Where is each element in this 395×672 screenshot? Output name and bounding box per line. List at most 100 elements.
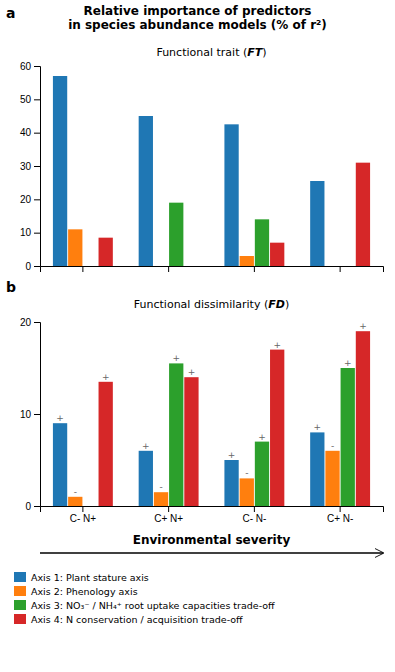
bar-annotation: - xyxy=(245,468,248,478)
bar xyxy=(341,266,355,267)
bar xyxy=(270,350,284,506)
tick-mark xyxy=(34,99,40,100)
panel-title: Functional trait (FT) xyxy=(156,46,266,59)
legend-item: Axis 4: N conservation / acquisition tra… xyxy=(14,614,243,625)
x-tick xyxy=(340,266,341,272)
bar xyxy=(325,451,339,506)
bar-annotation: + xyxy=(102,372,110,382)
bar xyxy=(68,229,82,266)
bar-annotation: - xyxy=(74,487,77,497)
bar xyxy=(169,203,183,266)
x-tick xyxy=(82,266,83,272)
tick-mark xyxy=(34,506,40,507)
tick-mark xyxy=(34,266,40,267)
bar-annotation: + xyxy=(273,340,281,350)
bar-annotation: + xyxy=(258,432,266,442)
bar xyxy=(154,492,168,506)
bar xyxy=(53,76,67,266)
tick-mark xyxy=(254,506,255,512)
chart-title: Relative importance of predictors xyxy=(84,4,312,18)
tick-mark xyxy=(82,266,83,272)
tick-label: 60 xyxy=(20,61,32,72)
bar xyxy=(240,478,254,506)
bar-annotation: - xyxy=(331,441,334,451)
legend-swatch xyxy=(14,572,26,582)
bar xyxy=(310,432,324,506)
y-tick: 60 xyxy=(20,61,40,72)
x-tick xyxy=(168,266,169,272)
tick-mark xyxy=(34,66,40,67)
x-axis: C- N+C+ N+C- N-C+ N- xyxy=(41,506,384,524)
legend: Axis 1: Plant stature axis Axis 2: Phenol… xyxy=(14,572,275,625)
axis-line xyxy=(34,323,41,507)
legend-item: Axis 2: Phenology axis xyxy=(14,586,138,597)
panel-title: Functional dissimilarity (FD) xyxy=(134,298,289,311)
bar xyxy=(83,266,97,267)
y-tick: 40 xyxy=(20,127,40,138)
bar xyxy=(139,116,153,266)
tick-label: 20 xyxy=(20,194,32,205)
panel-label: b xyxy=(6,279,16,295)
y-tick: 30 xyxy=(20,161,40,172)
y-tick: 0 xyxy=(25,261,40,272)
tick-label: 40 xyxy=(20,127,32,138)
legend-swatch xyxy=(14,586,26,596)
bar xyxy=(255,442,269,506)
y-tick: 0 xyxy=(25,501,40,512)
legend-item: Axis 1: Plant stature axis xyxy=(14,572,149,583)
bar xyxy=(356,163,370,266)
bar-annotation: + xyxy=(228,450,236,460)
bar xyxy=(68,497,82,506)
x-axis xyxy=(41,266,384,272)
bars xyxy=(53,331,370,506)
tick-label: C+ N+ xyxy=(154,513,183,524)
x-tick xyxy=(254,266,255,272)
bar-annotation: + xyxy=(56,413,64,423)
x-tick: C- N- xyxy=(242,506,266,524)
y-tick: 20 xyxy=(20,194,40,205)
bar xyxy=(99,382,113,506)
tick-mark xyxy=(34,233,40,234)
legend-item: Axis 3: NO₃⁻ / NH₄⁺ root uptake capaciti… xyxy=(14,600,275,611)
tick-mark xyxy=(168,506,169,512)
tick-label: 30 xyxy=(20,161,32,172)
bar xyxy=(169,363,183,506)
bar-annotation: + xyxy=(188,367,196,377)
bar xyxy=(53,423,67,506)
bars xyxy=(53,76,370,266)
bar xyxy=(184,266,198,267)
tick-label: 20 xyxy=(20,317,32,328)
y-tick: 10 xyxy=(20,409,40,420)
axis-line xyxy=(41,267,384,273)
tick-label: 0 xyxy=(25,501,31,512)
bar xyxy=(224,460,238,506)
y-tick: 50 xyxy=(20,94,40,105)
panel-label: a xyxy=(6,5,15,21)
bar xyxy=(99,238,113,266)
x-tick: C- N+ xyxy=(70,506,97,524)
bar xyxy=(139,451,153,506)
bar xyxy=(184,377,198,506)
bar xyxy=(154,266,168,267)
tick-mark xyxy=(34,199,40,200)
tick-label: 10 xyxy=(20,409,32,420)
tick-label: 10 xyxy=(20,227,32,238)
bar xyxy=(310,181,324,266)
tick-mark xyxy=(340,506,341,512)
severity-arrow xyxy=(40,552,383,553)
legend-label: Axis 1: Plant stature axis xyxy=(31,572,149,583)
legend-swatch xyxy=(14,614,26,624)
tick-mark xyxy=(34,133,40,134)
bar-annotation: + xyxy=(142,441,150,451)
tick-mark xyxy=(34,322,40,323)
bar xyxy=(270,243,284,266)
y-axis: 0 10 20 30 40 50 60 xyxy=(20,61,41,272)
tick-mark xyxy=(254,266,255,272)
bar-annotation: + xyxy=(314,422,322,432)
bar xyxy=(255,219,269,266)
tick-label: 50 xyxy=(20,94,32,105)
tick-label: 0 xyxy=(25,261,31,272)
y-tick: 10 xyxy=(20,227,40,238)
tick-label: C- N+ xyxy=(70,513,97,524)
legend-label: Axis 2: Phenology axis xyxy=(31,586,138,597)
